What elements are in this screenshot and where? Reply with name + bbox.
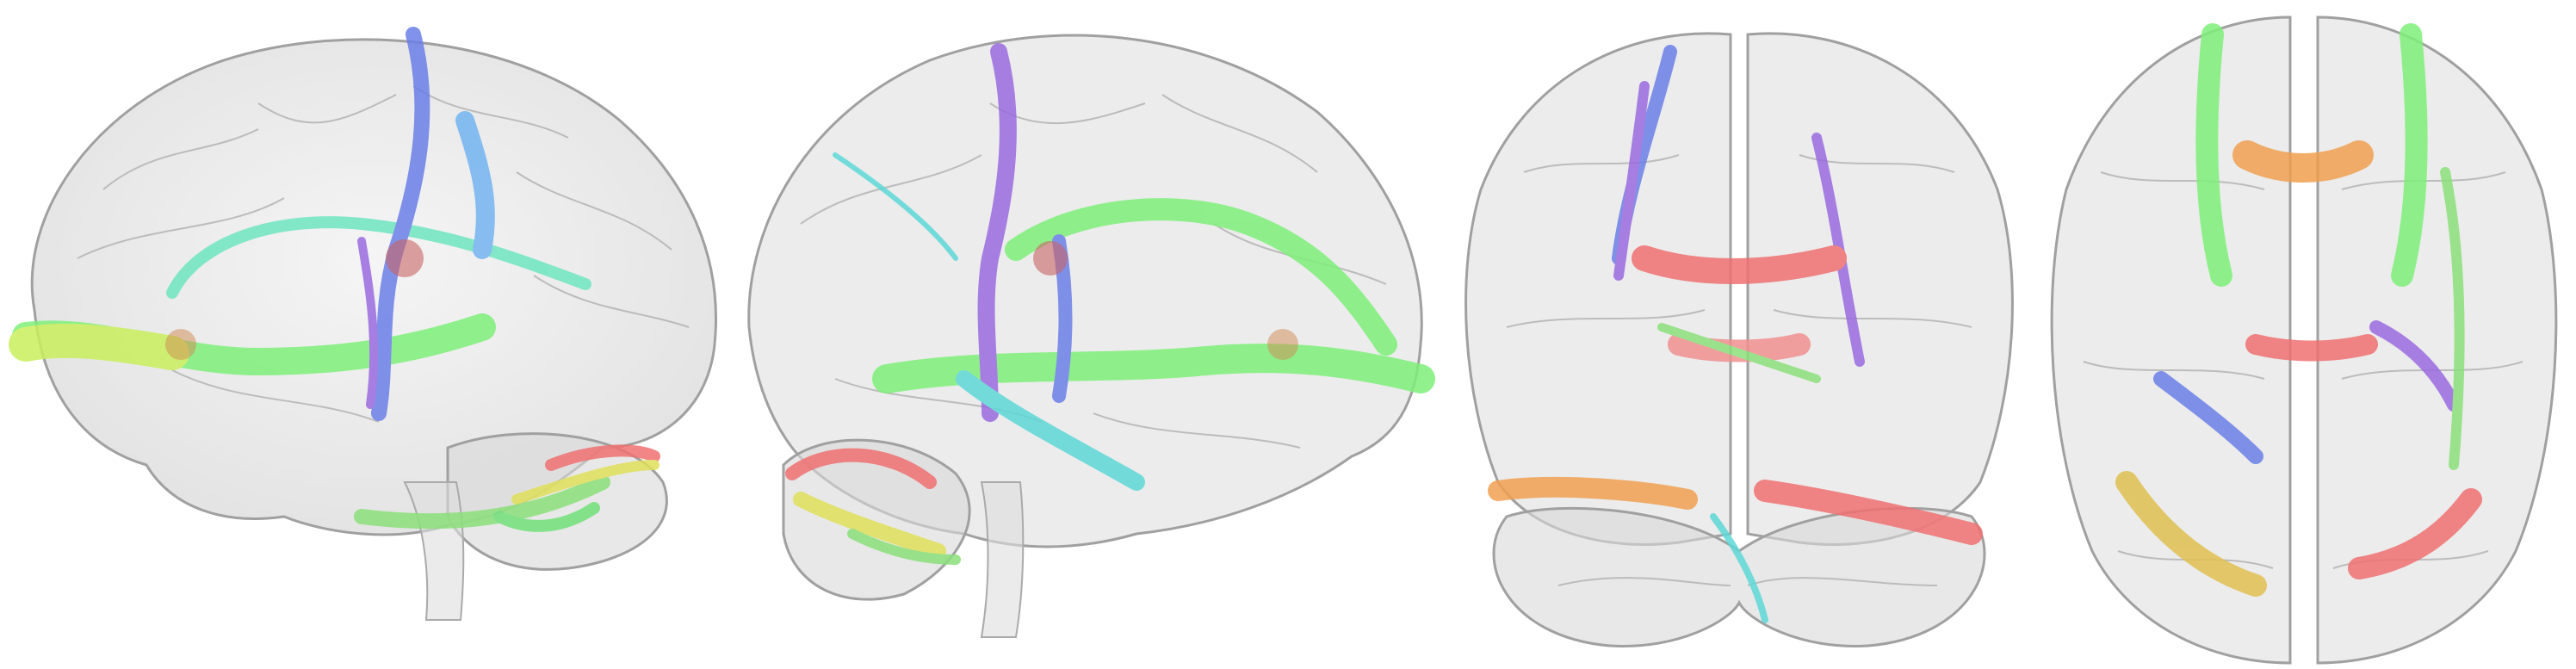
tract-yellow-frontal — [9, 323, 189, 370]
tract-yellow-cerebellar — [511, 460, 659, 505]
tract-orange-genu — [2232, 140, 2374, 183]
tract-purple-right — [2369, 320, 2461, 412]
tract-green-mid — [1657, 323, 1821, 383]
tract-yellow-cerebellar — [793, 492, 946, 559]
tract-purple-left — [1613, 81, 1650, 281]
tract-green-cerebellar — [847, 529, 961, 565]
tract-cyan-arc — [166, 216, 591, 299]
brainstem-shape — [980, 481, 1025, 638]
brain-axial-icon — [2050, 15, 2558, 665]
tract-purple-right — [1811, 133, 1865, 367]
nucleus-orange — [1267, 329, 1298, 360]
brain-right-lateral-icon — [747, 34, 1435, 638]
brain-left-lateral-panel — [0, 0, 732, 669]
tract-green-right — [2391, 23, 2428, 287]
tract-cerebellar-right — [1754, 480, 1983, 545]
tract-purple-vertical — [357, 237, 379, 409]
tract-cyan-oblique — [956, 370, 1145, 491]
tract-red-cerebellar — [785, 448, 937, 489]
tract-red-center — [1632, 245, 1847, 284]
tract-red-center — [2245, 334, 2378, 362]
tract-red-posterior-right — [2348, 488, 2482, 579]
tract-cerebellar-left — [1488, 476, 1698, 510]
tract-purple-vertical — [977, 43, 1017, 422]
nucleus-red — [386, 239, 424, 277]
tract-cyan-upper — [833, 152, 958, 261]
brain-posterior-panel — [1455, 0, 2023, 669]
tract-green-lower — [493, 502, 600, 532]
brainstem-shape — [403, 481, 465, 621]
right-hemisphere-shape — [1746, 32, 2014, 546]
tract-green-arc — [1005, 198, 1397, 356]
tract-green-lateral-right — [2440, 167, 2465, 470]
tract-red-cerebellar — [545, 444, 660, 471]
tract-yellow-posterior-left — [2115, 471, 2267, 597]
right-hemisphere-shape — [2316, 15, 2558, 665]
nucleus-red — [1033, 241, 1068, 276]
left-hemisphere-shape — [1464, 32, 1732, 546]
tract-cyan-lower — [1710, 513, 1768, 623]
tract-blue-left — [2153, 371, 2263, 464]
cerebrum-shape — [30, 38, 717, 536]
nucleus-orange — [165, 329, 196, 360]
brain-left-lateral-icon — [9, 27, 717, 621]
tract-green-left — [2195, 23, 2232, 287]
brain-right-lateral-panel — [732, 0, 1438, 669]
brain-axial-panel — [2032, 0, 2576, 669]
tract-green-temporal — [354, 474, 610, 530]
tract-green-long — [872, 344, 1435, 393]
brain-posterior-icon — [1464, 32, 2014, 647]
tract-light-blue — [455, 111, 495, 259]
left-hemisphere-shape — [2050, 15, 2292, 665]
